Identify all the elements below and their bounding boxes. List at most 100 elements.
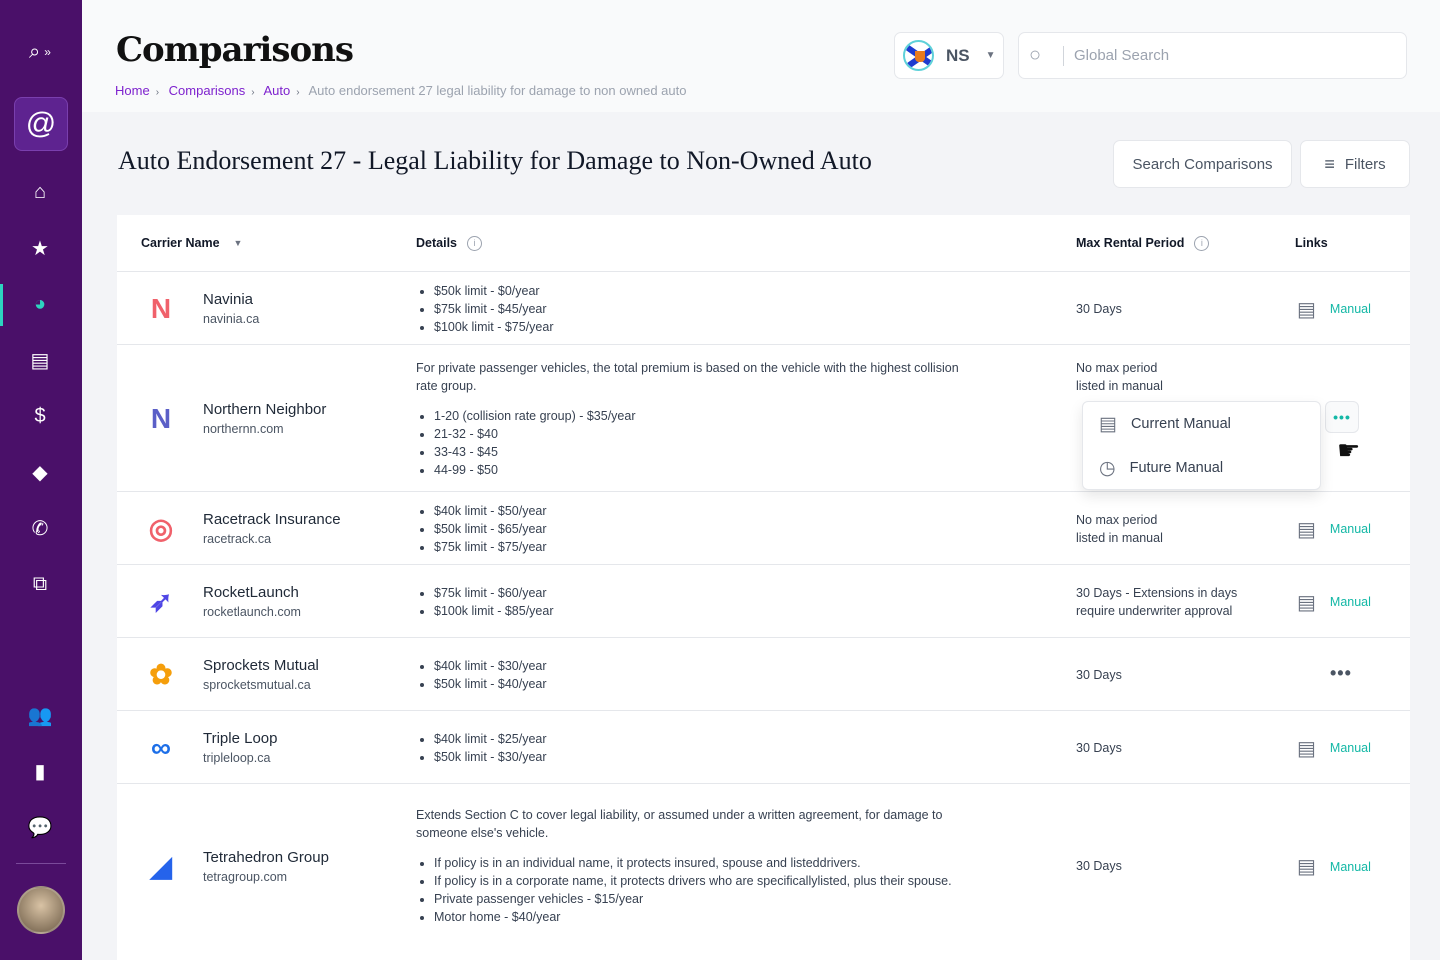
- caret-down-icon: ▼: [985, 50, 996, 61]
- column-header-links: Links: [1295, 236, 1328, 250]
- comparison-table: Carrier Name ▼ Details i Max Rental Period…: [117, 215, 1410, 960]
- carrier-name: Sprockets Mutual: [203, 657, 319, 674]
- column-header-carrier[interactable]: Carrier Name ▼: [141, 236, 243, 250]
- page-header-title: Comparisons: [116, 30, 354, 70]
- sort-caret-icon[interactable]: ▼: [233, 238, 243, 248]
- detail-item: 33-43 - $45: [434, 443, 976, 461]
- detail-note: For private passenger vehicles, the tota…: [416, 360, 959, 393]
- detail-item: $75k limit - $60/year: [434, 584, 554, 602]
- phone-icon[interactable]: ✆: [31, 517, 49, 540]
- max-rental-period: No max period listed in manual: [1076, 361, 1163, 393]
- sidebar: ⌕» @ ⌂ ★ ◕ ▤ $ ◆ ✆ ⧉ 👥 ▮ 💬: [0, 0, 82, 960]
- carrier-cell[interactable]: ◎ Racetrack Insurance racetrack.ca: [141, 509, 341, 549]
- detail-item: $75k limit - $75/year: [434, 538, 547, 556]
- carrier-cell[interactable]: ➶ RocketLaunch rocketlaunch.com: [141, 582, 301, 622]
- menu-item-current-manual[interactable]: ▤ Current Manual: [1099, 413, 1231, 435]
- more-options-button[interactable]: •••: [1325, 401, 1359, 433]
- global-search-input[interactable]: [1074, 47, 1374, 64]
- detail-item: 44-99 - $50: [434, 461, 976, 479]
- carrier-cell[interactable]: ◢ Tetrahedron Group tetragroup.com: [141, 846, 329, 886]
- table-row: ∞ Triple Loop tripleloop.ca $40k limit -…: [117, 710, 1410, 783]
- carrier-name: Racetrack Insurance: [203, 511, 341, 528]
- province-selector[interactable]: NS ▼: [894, 32, 1004, 79]
- detail-item: $50k limit - $30/year: [434, 748, 547, 766]
- carrier-cell[interactable]: N Northern Neighbor northernn.com: [141, 399, 327, 439]
- manual-link[interactable]: ▤ Manual: [1297, 591, 1371, 614]
- max-rental-period: 30 Days: [1076, 740, 1122, 755]
- carrier-url: tetragroup.com: [203, 869, 288, 884]
- table-row: ➶ RocketLaunch rocketlaunch.com $75k lim…: [117, 564, 1410, 637]
- max-rental-period: 30 Days - Extensions in days require und…: [1076, 585, 1238, 618]
- graduation-cap-icon[interactable]: ◆: [32, 461, 48, 484]
- document-icon: ▤: [1297, 591, 1316, 614]
- hand-cursor-icon: ☛: [1337, 435, 1361, 465]
- detail-item: $75k limit - $45/year: [434, 300, 554, 318]
- detail-item: $40k limit - $30/year: [434, 657, 547, 675]
- details-cell: $75k limit - $60/year$100k limit - $85/y…: [416, 584, 554, 620]
- breadcrumb-current: Auto endorsement 27 legal liability for …: [308, 83, 687, 98]
- search-comparisons-label: Search Comparisons: [1132, 155, 1273, 173]
- search-comparisons-button[interactable]: Search Comparisons: [1113, 140, 1292, 188]
- carrier-url: racetrack.ca: [203, 532, 272, 546]
- table-row: ✿ Sprockets Mutual sprocketsmutual.ca $4…: [117, 637, 1410, 710]
- filters-button[interactable]: ≡ Filters: [1300, 140, 1410, 188]
- max-rental-period: 30 Days: [1076, 859, 1122, 873]
- breadcrumb: Home › Comparisons › Auto › Auto endorsemen…: [115, 83, 687, 98]
- bar-chart-icon[interactable]: ▮: [34, 760, 46, 783]
- document-icon: ▤: [1297, 298, 1316, 321]
- nova-scotia-flag-icon: [903, 40, 934, 71]
- details-cell: $40k limit - $50/year$50k limit - $65/ye…: [416, 502, 547, 556]
- carrier-cell[interactable]: N Navinia navinia.ca: [141, 289, 259, 329]
- users-icon[interactable]: 👥: [27, 704, 53, 727]
- more-options-button[interactable]: •••: [1330, 662, 1352, 683]
- star-icon[interactable]: ★: [31, 237, 49, 260]
- clock-icon: ◷: [1099, 457, 1116, 479]
- breadcrumb-home[interactable]: Home: [115, 83, 150, 98]
- manual-link[interactable]: ▤ Manual: [1297, 298, 1371, 321]
- details-cell: Extends Section C to cover legal liabili…: [416, 806, 976, 926]
- avatar[interactable]: [17, 886, 65, 934]
- global-search[interactable]: ○: [1018, 32, 1407, 79]
- info-icon[interactable]: i: [467, 235, 482, 251]
- carrier-url: northernn.com: [203, 422, 284, 436]
- integrations-icon[interactable]: ⧉: [32, 572, 48, 595]
- manual-link[interactable]: ▤ Manual: [1297, 518, 1371, 541]
- search-radar-icon[interactable]: ⌕»: [29, 40, 51, 63]
- detail-item: If policy is in a corporate name, it pro…: [434, 872, 976, 890]
- column-header-rental: Max Rental Period i: [1076, 215, 1210, 271]
- detail-item: 1-20 (collision rate group) - $35/year: [434, 407, 976, 425]
- menu-item-future-manual[interactable]: ◷ Future Manual: [1099, 457, 1224, 479]
- column-header-details: Details i: [416, 215, 482, 271]
- carrier-name: RocketLaunch: [203, 584, 299, 601]
- carrier-name: Tetrahedron Group: [203, 848, 329, 866]
- breadcrumb-auto[interactable]: Auto: [263, 83, 291, 98]
- pie-chart-icon[interactable]: ◕: [33, 292, 47, 315]
- info-icon[interactable]: i: [1194, 235, 1210, 251]
- carrier-logo: ✿: [149, 659, 173, 690]
- carrier-cell[interactable]: ✿ Sprockets Mutual sprocketsmutual.ca: [141, 655, 319, 695]
- detail-item: If policy is in an individual name, it p…: [434, 854, 976, 872]
- detail-item: Motor home - $40/year: [434, 908, 976, 926]
- detail-item: $100k limit - $85/year: [434, 602, 554, 620]
- max-rental-period: No max period listed in manual: [1076, 512, 1163, 545]
- dollar-icon[interactable]: $: [34, 404, 46, 427]
- detail-item: $100k limit - $75/year: [434, 318, 554, 336]
- manual-link[interactable]: ▤ Manual: [1297, 737, 1371, 760]
- chat-icon[interactable]: 💬: [27, 816, 53, 839]
- document-icon[interactable]: ▤: [30, 349, 50, 372]
- details-cell: $40k limit - $25/year$50k limit - $30/ye…: [416, 730, 547, 766]
- page-title: Auto Endorsement 27 - Legal Liability fo…: [118, 146, 872, 175]
- search-icon: ○: [1029, 44, 1042, 66]
- table-row: N Navinia navinia.ca $50k limit - $0/yea…: [117, 271, 1410, 344]
- details-cell: $50k limit - $0/year$75k limit - $45/yea…: [416, 282, 554, 336]
- province-code: NS: [946, 45, 970, 65]
- app-logo[interactable]: @: [14, 97, 68, 151]
- carrier-cell[interactable]: ∞ Triple Loop tripleloop.ca: [141, 728, 277, 768]
- manual-link[interactable]: ▤ Manual: [1297, 856, 1371, 878]
- detail-item: $50k limit - $40/year: [434, 675, 547, 693]
- breadcrumb-comparisons[interactable]: Comparisons: [168, 83, 246, 98]
- filters-label: Filters: [1344, 155, 1386, 173]
- carrier-logo: N: [150, 402, 172, 434]
- home-icon[interactable]: ⌂: [33, 180, 47, 203]
- carrier-url: rocketlaunch.com: [203, 605, 301, 619]
